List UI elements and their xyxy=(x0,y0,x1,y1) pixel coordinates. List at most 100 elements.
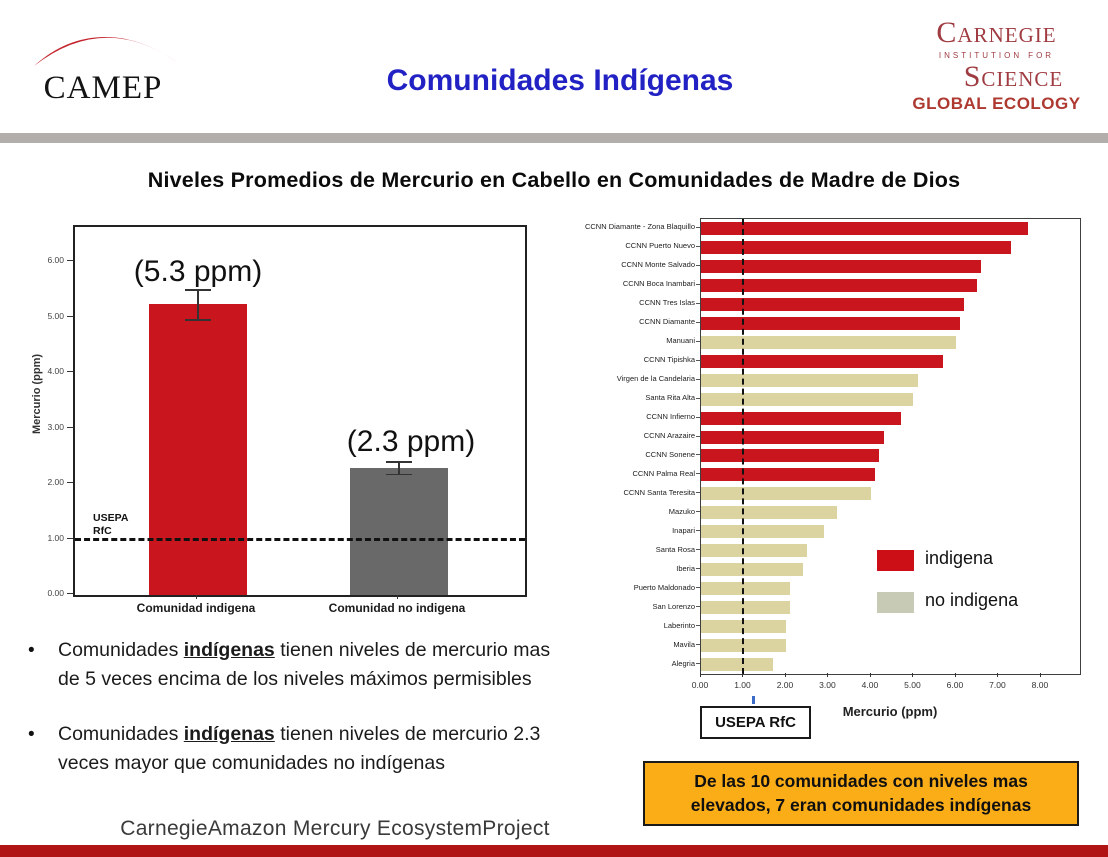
left-chart-ytick-label: 3.00 xyxy=(47,421,64,432)
page-title: Comunidades Indígenas xyxy=(386,64,734,97)
left-chart-ytick-mark xyxy=(67,260,73,262)
left-chart-ytick-label: 6.00 xyxy=(47,255,64,266)
callout-box: De las 10 comunidades con niveles mas el… xyxy=(643,761,1079,826)
community-label: Mavila xyxy=(673,639,695,649)
community-axis-tick xyxy=(696,606,700,608)
usepa-rfc-label-box: USEPA RfC xyxy=(700,706,811,739)
community-axis-tick xyxy=(696,416,700,418)
usepa-rfc-reference-line xyxy=(742,219,745,674)
right-chart-xtick-mark xyxy=(827,673,829,677)
right-chart-xtick-mark xyxy=(700,673,701,677)
community-axis-tick xyxy=(696,378,700,380)
left-chart-category-label: Comunidad no indigena xyxy=(328,601,466,615)
camep-logo: CAMEP xyxy=(30,18,180,118)
legend-label: indigena xyxy=(925,548,994,568)
community-label: San Lorenzo xyxy=(652,601,695,611)
community-axis-tick xyxy=(696,454,700,456)
community-label: CCNN Diamante - Zona Blaquillo xyxy=(584,222,695,232)
right-chart-xtick-mark xyxy=(742,673,744,677)
bullet-text-segment: indígenas xyxy=(183,639,275,661)
bullet-text-segment: Comunidades xyxy=(58,639,184,661)
left-chart-ytick-mark xyxy=(67,593,73,594)
community-bar-ccnn-diamante xyxy=(701,316,961,330)
right-chart-xtick-label: 8.00 xyxy=(1031,680,1049,690)
bar-value-annotation: (2.3 ppm) xyxy=(346,425,476,458)
community-bar-san-lorenzo xyxy=(701,601,791,615)
right-chart-xtick-mark xyxy=(997,673,999,677)
community-bar-santa-rosa xyxy=(701,544,808,558)
right-chart-xtick-label: 2.00 xyxy=(776,680,794,690)
bar-chart-communities: Mercurio (ppm) USEPA RfC CCNN Diamante -… xyxy=(548,212,1093,757)
carnegie-logo-line2: institution for xyxy=(938,49,1055,61)
community-bar-inapari xyxy=(701,525,825,539)
community-axis-tick xyxy=(696,321,700,323)
community-label: CCNN Boca Inambari xyxy=(622,279,695,289)
community-label: Puerto Maldonado xyxy=(633,582,695,592)
left-chart-plot-area: (5.3 ppm) (2.3 ppm) USEPA RfC xyxy=(73,225,527,597)
left-chart-ytick-label: 2.00 xyxy=(47,477,64,488)
legend-swatch-indigena xyxy=(877,550,914,571)
error-bar-line xyxy=(197,289,199,319)
community-bar-ccnn-tipishka xyxy=(701,354,944,368)
bullet-text-line: veces mayor que comunidades no indígenas xyxy=(58,749,540,778)
bar-chart-average-mercury: Mercurio (ppm) (5.3 ppm) (2.3 ppm) USEPA Rf… xyxy=(30,210,545,635)
community-label: Mazuko xyxy=(668,506,695,516)
community-bar-mazuko xyxy=(701,506,837,520)
community-axis-tick xyxy=(696,302,700,304)
community-label: Laberinto xyxy=(663,620,695,630)
carnegie-logo-line1: Carnegie xyxy=(936,16,1057,49)
left-chart-ytick-label: 5.00 xyxy=(47,310,64,321)
right-chart-xtick-label: 7.00 xyxy=(989,680,1006,690)
right-chart-xtick-mark xyxy=(912,673,914,677)
community-label: Virgen de la Candelaria xyxy=(616,374,695,384)
community-bar-ccnn-sonene xyxy=(701,449,880,463)
right-chart-xtick-mark xyxy=(954,673,956,677)
community-bar-iberia xyxy=(701,563,803,577)
left-chart-ytick-label: 0.00 xyxy=(47,588,64,598)
community-bar-puerto-maldonado xyxy=(701,582,791,596)
error-bar-cap-bottom xyxy=(185,319,211,321)
bullet-text-segment: tienen niveles de mercurio mas xyxy=(274,639,551,661)
community-bar-virgen-de-la-candelaria xyxy=(701,373,918,387)
bullet-item: • Comunidades indígenas tienen niveles de… xyxy=(28,636,628,694)
community-label: CCNN Tipishka xyxy=(643,355,695,365)
error-bar-cap-top xyxy=(386,461,412,463)
camep-logo-text: CAMEP xyxy=(43,70,163,106)
community-label: CCNN Puerto Nuevo xyxy=(625,241,695,251)
community-label: Manuani xyxy=(666,336,695,346)
community-label: CCNN Sonene xyxy=(645,449,695,459)
community-axis-tick xyxy=(696,568,700,570)
right-chart-xtick-mark xyxy=(869,673,871,677)
community-label: Alegria xyxy=(671,658,695,668)
left-chart-ytick-mark xyxy=(67,537,73,539)
callout-line1: De las 10 comunidades con niveles mas xyxy=(694,771,1028,791)
footer-project-name: CarnegieAmazon Mercury EcosystemProject xyxy=(120,817,550,840)
community-label: Santa Rita Alta xyxy=(645,393,695,403)
slide-title: Niveles Promedios de Mercurio en Cabello… xyxy=(147,168,961,192)
community-axis-tick xyxy=(696,644,700,646)
usepa-rfc-pointer-tick xyxy=(752,696,755,704)
community-axis-tick xyxy=(696,283,700,285)
community-bar-ccnn-puerto-nuevo xyxy=(701,240,1012,254)
usepa-rfc-label-line: USEPA xyxy=(93,511,129,524)
community-label: CCNN Monte Salvado xyxy=(621,260,695,270)
community-bar-ccnn-diamante-zona-blaquillo xyxy=(701,221,1029,235)
community-bar-ccnn-boca-inambari xyxy=(701,278,978,292)
community-label: CCNN Diamante xyxy=(639,317,695,327)
left-chart-category-tick xyxy=(196,595,197,599)
usepa-rfc-reference-line xyxy=(75,538,525,542)
bullet-text-line: Comunidades indígenas tienen niveles de … xyxy=(58,720,540,749)
community-label: CCNN Arazaire xyxy=(643,431,695,441)
camep-swoosh-icon xyxy=(34,37,178,66)
left-chart-ytick-mark xyxy=(67,371,73,373)
community-label: Santa Rosa xyxy=(655,544,695,554)
community-axis-tick xyxy=(696,226,700,228)
right-chart-xtick-label: 0.00 xyxy=(691,680,709,690)
right-chart-xtick-mark xyxy=(784,673,786,677)
bullet-marker: • xyxy=(28,640,35,661)
left-chart-ytick-mark xyxy=(67,426,73,428)
bullet-text-line: Comunidades indígenas tienen niveles de … xyxy=(58,636,550,665)
community-bar-ccnn-arazaire xyxy=(701,430,884,444)
community-label: CCNN Santa Teresita xyxy=(623,487,695,497)
